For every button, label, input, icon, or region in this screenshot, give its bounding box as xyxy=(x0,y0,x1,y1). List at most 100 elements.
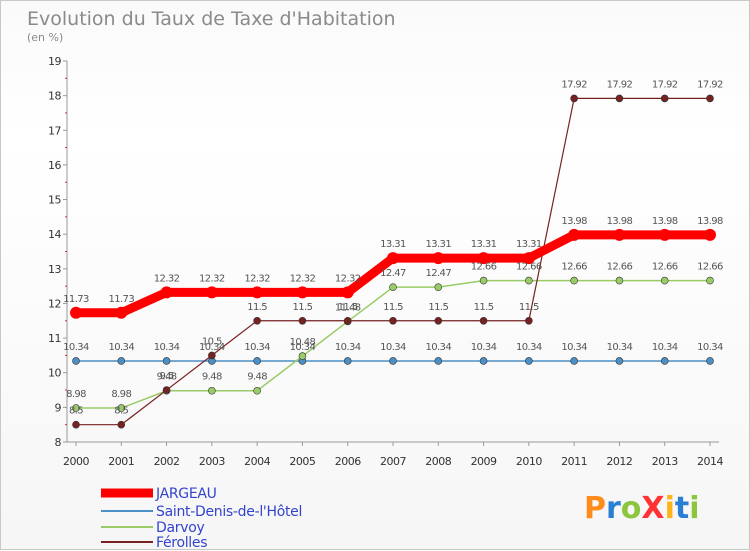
data-label: 10.34 xyxy=(516,342,542,353)
data-point xyxy=(479,357,488,365)
data-label: 13.98 xyxy=(607,216,633,227)
data-label: 10.34 xyxy=(697,342,723,353)
data-point xyxy=(570,357,578,365)
data-point xyxy=(298,352,307,360)
data-labels: 11.73 11.73 12.32 12.32 12.32 12.32 12.32 13.31… xyxy=(63,79,723,416)
data-label: 8.98 xyxy=(111,389,131,400)
data-label: 10.34 xyxy=(425,342,451,353)
x-tick-label: 2003 xyxy=(199,455,225,468)
x-tick-label: 2008 xyxy=(425,455,451,468)
data-label: 10.34 xyxy=(154,342,180,353)
data-point xyxy=(568,228,581,241)
data-point xyxy=(117,357,126,365)
data-point xyxy=(117,420,126,429)
data-point xyxy=(615,94,624,103)
proxiti-logo: ProXiti xyxy=(584,491,700,526)
data-label: 11.5 xyxy=(383,302,403,313)
y-tick-label: 16 xyxy=(48,159,61,172)
data-point xyxy=(613,228,626,241)
data-point xyxy=(432,252,445,265)
data-point xyxy=(434,283,443,291)
data-label: 10.34 xyxy=(244,342,270,353)
y-tick-label: 15 xyxy=(48,194,61,207)
data-label: 11.73 xyxy=(63,294,89,305)
data-label: 12.32 xyxy=(244,273,270,284)
data-label: 12.66 xyxy=(652,262,678,273)
data-point xyxy=(208,351,216,360)
data-point xyxy=(706,276,714,285)
data-label: 11.5 xyxy=(292,302,312,313)
data-label: 12.66 xyxy=(697,262,723,273)
series-0 xyxy=(70,228,716,319)
x-tick-label: 2010 xyxy=(516,455,542,468)
y-tick-label: 14 xyxy=(48,228,61,241)
legend: JARGEAU Saint-Denis-de-l'HôtelDarvoyFérol… xyxy=(101,486,302,551)
data-point xyxy=(658,228,671,241)
data-point xyxy=(660,357,669,365)
data-point xyxy=(208,386,216,395)
x-tick-label: 2000 xyxy=(63,455,89,468)
data-point xyxy=(525,276,533,285)
data-point xyxy=(706,94,714,103)
data-label: 13.98 xyxy=(561,216,587,227)
logo-letter: o xyxy=(621,491,642,526)
y-tick-label: 9 xyxy=(55,401,62,414)
logo-letter: r xyxy=(606,491,621,526)
series-layer xyxy=(70,94,716,429)
data-point xyxy=(706,357,714,365)
legend-entry: Saint-Denis-de-l'Hôtel xyxy=(156,504,302,520)
data-label: 12.32 xyxy=(290,273,316,284)
data-point xyxy=(115,306,128,319)
data-label: 11.5 xyxy=(428,302,448,313)
data-label: 8.5 xyxy=(69,406,83,417)
data-label: 10.34 xyxy=(63,342,89,353)
data-point xyxy=(343,316,352,325)
data-label: 10.34 xyxy=(108,342,134,353)
data-point xyxy=(477,252,490,265)
data-point xyxy=(389,283,397,291)
chart-title: Evolution du Taux de Taxe d'Habitation xyxy=(27,8,396,30)
data-point xyxy=(389,357,397,365)
data-point xyxy=(72,404,80,412)
data-point xyxy=(570,276,578,285)
data-label: 11.5 xyxy=(247,302,267,313)
y-axis-label: (en %) xyxy=(27,31,63,44)
data-point xyxy=(253,316,261,325)
data-label: 10.34 xyxy=(607,342,633,353)
data-label: 11.5 xyxy=(474,302,494,313)
data-point xyxy=(525,316,533,325)
data-label: 11.48 xyxy=(335,302,361,313)
data-label: 12.66 xyxy=(471,262,497,273)
y-tick-label: 10 xyxy=(48,367,61,380)
data-point xyxy=(479,316,488,325)
x-tick-label: 2011 xyxy=(561,455,587,468)
data-point xyxy=(434,316,443,325)
data-label: 12.66 xyxy=(516,262,542,273)
logo-letter: i xyxy=(689,491,699,526)
data-label: 9.48 xyxy=(202,372,222,383)
data-label: 10.5 xyxy=(202,336,222,347)
data-point xyxy=(660,276,669,285)
logo-letter: t xyxy=(675,491,689,526)
x-tick-label: 2006 xyxy=(335,455,361,468)
data-label: 13.31 xyxy=(516,239,542,250)
y-tick-label: 8 xyxy=(55,436,62,449)
legend-entry: Darvoy xyxy=(156,520,204,536)
x-tick-label: 2001 xyxy=(108,455,134,468)
data-label: 17.92 xyxy=(561,79,587,90)
data-label: 12.66 xyxy=(561,262,587,273)
data-label: 17.92 xyxy=(697,79,723,90)
data-point xyxy=(253,386,261,395)
data-label: 9.48 xyxy=(157,372,177,383)
y-tick-label: 19 xyxy=(48,55,61,68)
data-label: 12.47 xyxy=(380,268,406,279)
data-point xyxy=(343,357,352,365)
x-tick-label: 2014 xyxy=(697,455,723,468)
data-point xyxy=(479,276,488,285)
data-label: 10.34 xyxy=(380,342,406,353)
x-tick-label: 2013 xyxy=(652,455,678,468)
data-label: 9.48 xyxy=(247,372,267,383)
data-label: 17.92 xyxy=(652,79,678,90)
data-point xyxy=(296,286,309,299)
